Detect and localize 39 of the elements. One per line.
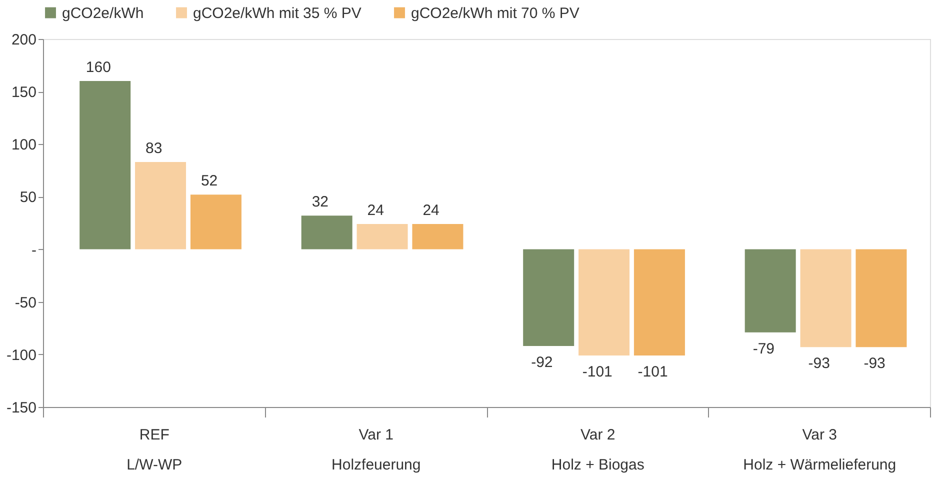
- data-label: -101: [638, 363, 668, 380]
- data-label: 52: [200, 172, 218, 190]
- y-tick-label: 50: [20, 189, 36, 206]
- legend-label: gCO2e/kWh mit 70 % PV: [411, 4, 580, 22]
- x-tick-label: Var 2 Holz + Biogas: [551, 426, 644, 474]
- data-label: 24: [367, 202, 384, 220]
- legend-label: gCO2e/kWh mit 35 % PV: [193, 4, 362, 22]
- y-tick-label: 150: [11, 84, 36, 102]
- data-label: -93: [864, 355, 886, 372]
- y-tick-label: -150: [6, 400, 36, 416]
- data-label: 32: [312, 194, 329, 211]
- data-label: 160: [86, 59, 111, 76]
- y-tick-label: -50: [14, 294, 36, 312]
- x-tick-label: REF L/W-WP: [126, 426, 182, 474]
- data-label: 83: [146, 140, 162, 158]
- bar: [634, 249, 685, 356]
- legend-label: gCO2e/kWh: [62, 4, 144, 22]
- bar: [800, 249, 852, 348]
- bar: [578, 249, 630, 356]
- y-tick-label: 100: [11, 136, 36, 154]
- bar: [523, 249, 574, 346]
- data-label: -79: [752, 340, 775, 358]
- bar: [412, 224, 464, 250]
- bar: [135, 162, 186, 250]
- bar: [356, 224, 408, 250]
- y-tick-label: -: [32, 242, 36, 259]
- bar: [80, 81, 131, 250]
- x-tick-label: Var 1 Holzfeuerung: [332, 426, 421, 474]
- data-label: -92: [531, 354, 553, 372]
- bar: [856, 249, 907, 348]
- x-tick-label: Var 3 Holz + Wärmelieferung: [743, 426, 896, 474]
- data-label: -101: [582, 363, 612, 380]
- bar: [301, 216, 352, 250]
- bar: [744, 249, 796, 332]
- data-label: 24: [422, 202, 440, 220]
- bar: [190, 194, 242, 250]
- data-label: -93: [808, 355, 830, 372]
- y-tick-label: 200: [11, 32, 36, 48]
- y-tick-label: -100: [6, 346, 36, 364]
